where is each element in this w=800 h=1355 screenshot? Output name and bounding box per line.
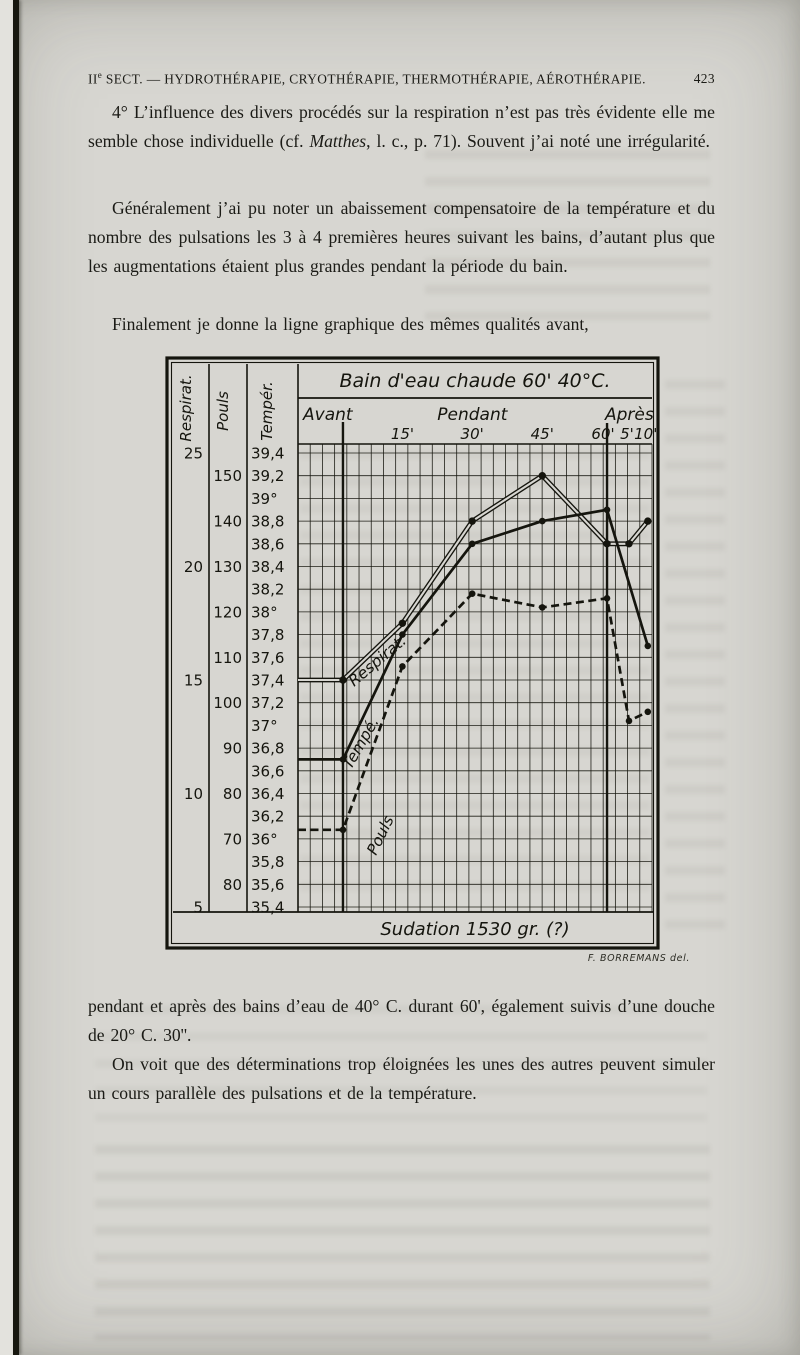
pouls-axis-label: 100	[213, 694, 242, 712]
data-point	[398, 619, 407, 627]
temper-axis-label: 39,4	[251, 445, 284, 463]
x-tick-label: 30'	[461, 425, 484, 443]
paragraph-text: 4° L’influence des divers procédés sur l…	[88, 102, 715, 151]
x-tick-label: 15'	[391, 425, 414, 443]
chart-border	[165, 356, 660, 950]
temper-axis-label: 37,8	[251, 626, 284, 644]
data-point	[399, 663, 406, 670]
axis-header-0: Respirat.	[177, 374, 195, 441]
axis-header-2: Tempér.	[258, 381, 276, 440]
respirat-axis-label: 15	[184, 672, 203, 690]
data-point	[625, 717, 633, 725]
series-label: Pouls	[363, 813, 397, 858]
data-point	[468, 517, 476, 525]
data-point	[539, 517, 546, 525]
data-point	[538, 472, 546, 480]
temper-axis-label: 37°	[251, 717, 278, 735]
data-point	[644, 642, 652, 650]
pouls-axis-label: 90	[223, 740, 242, 758]
pouls-axis-label: 120	[213, 603, 242, 621]
respirat-axis-label: 5	[193, 899, 203, 917]
paragraph-pendant-apres: pendant et après des bains d’eau de 40° …	[88, 996, 715, 1045]
data-point	[644, 708, 652, 716]
x-tick-label: 45'	[531, 425, 554, 443]
temper-axis-label: 36,4	[251, 785, 284, 803]
data-point	[399, 631, 406, 638]
data-point	[603, 506, 611, 514]
respirat-axis-label: 10	[184, 785, 203, 803]
x-tick-label: 60'	[591, 425, 614, 443]
running-header: IIe SECT. — HYDROTHÉRAPIE, CRYOTHÉRAPIE,…	[88, 70, 715, 87]
paragraph-abaissement: Généralement j’ai pu noter un abaissemen…	[88, 198, 715, 276]
page-gutter-line	[13, 0, 19, 1355]
series-pouls: Pouls	[298, 590, 652, 858]
data-point	[603, 540, 611, 548]
data-point	[339, 676, 347, 684]
data-point	[468, 540, 476, 548]
chart-title: Bain d'eau chaude 60' 40°C.	[339, 370, 610, 392]
chart-structure	[173, 364, 654, 913]
temper-axis-label: 38,6	[251, 535, 284, 553]
phase-label-apres: Après	[604, 405, 654, 425]
phase-label-pendant: Pendant	[437, 405, 508, 425]
paragraph-finalement: Finalement je donne la ligne graphique d…	[112, 314, 589, 334]
page-edge	[0, 0, 13, 1355]
data-point	[539, 604, 546, 611]
temper-axis-label: 38,8	[251, 513, 284, 531]
data-point	[625, 540, 633, 548]
sudation-label: Sudation 1530 gr. (?)	[380, 919, 569, 940]
temper-axis-label: 37,2	[251, 694, 284, 712]
bleed-through-ghost	[665, 380, 725, 940]
phase-label-avant: Avant	[302, 405, 354, 425]
figure-credit: F. BORREMANS del.	[587, 953, 690, 964]
chart-axis-values: 25 20 15 10 5 150 140 130 120 110 100 90 80 70 80 39,4 3…	[184, 445, 285, 917]
axis-header-1: Pouls	[214, 391, 232, 431]
x-tick-label: 5'	[620, 425, 634, 443]
data-point	[603, 595, 611, 602]
temper-axis-label: 35,4	[251, 899, 284, 917]
temper-axis-label: 36,8	[251, 740, 284, 758]
temper-axis-label: 36,2	[251, 808, 284, 826]
temper-axis-label: 37,4	[251, 672, 284, 690]
citation-author: Matthes	[309, 131, 367, 151]
respirat-axis-label: 25	[184, 445, 203, 463]
pouls-axis-label: 70	[223, 830, 242, 848]
temper-axis-label: 39,2	[251, 467, 284, 485]
page-number: 423	[693, 71, 715, 87]
paragraph-text: , l. c., p. 71). Souvent j’ai noté une i…	[366, 131, 710, 151]
respirat-axis-label: 20	[184, 558, 203, 576]
series-temp: Tempé.	[298, 506, 652, 772]
bleed-through-ghost	[95, 1145, 710, 1340]
pouls-axis-label: 130	[213, 558, 242, 576]
chart-svg: Bain d'eau chaude 60' 40°C. Avant Pendant A…	[165, 356, 660, 950]
data-point	[339, 756, 347, 763]
temper-axis-label: 38°	[251, 603, 278, 621]
temper-axis-label: 36°	[251, 830, 278, 848]
temper-axis-label: 38,2	[251, 581, 284, 599]
chart-header: Bain d'eau chaude 60' 40°C. Avant Pendant A…	[302, 370, 657, 443]
data-point	[468, 590, 476, 597]
pouls-axis-label: 80	[223, 785, 242, 803]
pouls-axis-label: 150	[213, 467, 242, 485]
data-point	[339, 826, 347, 834]
data-point	[644, 517, 652, 525]
pouls-axis-label: 110	[213, 649, 242, 667]
temper-axis-label: 35,8	[251, 853, 284, 871]
temper-axis-label: 37,6	[251, 649, 284, 667]
figure-chart: Bain d'eau chaude 60' 40°C. Avant Pendant A…	[165, 356, 660, 950]
x-tick-label: 10'	[634, 425, 657, 443]
temper-axis-label: 38,4	[251, 558, 284, 576]
running-header-title: IIe SECT. — HYDROTHÉRAPIE, CRYOTHÉRAPIE,…	[88, 70, 646, 87]
pouls-axis-label: 140	[213, 513, 242, 531]
paragraph-respiration: 4° L’influence des divers procédés sur l…	[88, 98, 715, 156]
temper-axis-label: 39°	[251, 490, 278, 508]
chart-footer: Sudation 1530 gr. (?)	[380, 919, 569, 940]
paragraph-conclusion: On voit que des déterminations trop éloi…	[88, 1054, 715, 1103]
temper-axis-label: 36,6	[251, 762, 284, 780]
temper-axis-label: 35,6	[251, 876, 284, 894]
chart-axis-headers: Respirat. Pouls Tempér.	[177, 374, 276, 441]
pouls-axis-label: 80	[223, 876, 242, 894]
